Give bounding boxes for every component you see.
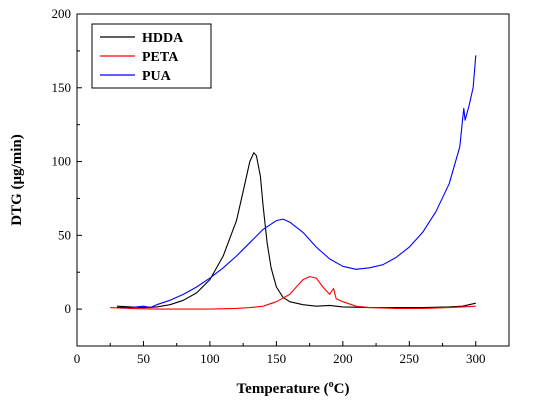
x-tick-label: 150	[267, 351, 287, 366]
x-tick-label: 300	[466, 351, 486, 366]
plot-marks	[110, 55, 477, 310]
series-line-hdda	[116, 152, 476, 309]
y-tick-label: 50	[58, 227, 71, 242]
axes: 0 50 100 150 200 250 300 0 50 100 150 200	[52, 6, 510, 366]
series-line-peta	[110, 276, 476, 310]
legend-label-pua: PUA	[142, 69, 172, 84]
y-tick-label: 200	[52, 6, 72, 21]
y-tick-label: 150	[52, 80, 72, 95]
legend-label-peta: PETA	[142, 50, 179, 65]
series-line-pua	[116, 55, 477, 309]
y-axis-title: DTG (μg/min)	[9, 134, 25, 225]
x-tick-label: 250	[400, 351, 420, 366]
legend-label-hdda: HDDA	[142, 31, 184, 46]
x-tick-label: 0	[74, 351, 81, 366]
y-tick-label: 100	[52, 154, 72, 169]
plot-frame	[76, 13, 510, 347]
x-tick-label: 200	[333, 351, 353, 366]
y-tick-label: 0	[65, 301, 72, 316]
x-tick-label: 100	[200, 351, 220, 366]
legend: HDDA PETA PUA	[91, 23, 212, 89]
x-axis-title: Temperature (oC)	[237, 379, 350, 397]
x-tick-label: 50	[137, 351, 150, 366]
